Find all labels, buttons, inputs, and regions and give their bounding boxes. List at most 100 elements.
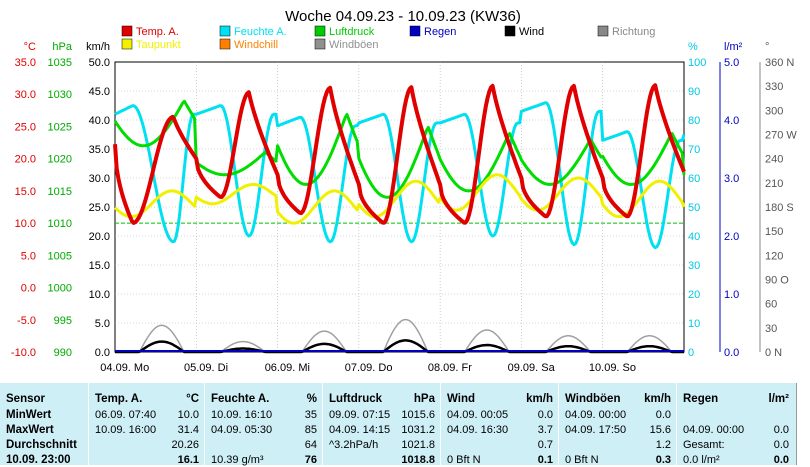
rain-header: Regen [683,393,719,405]
scrollbar-edge[interactable] [796,383,810,465]
axis-labels: 35.0 30.0 25.0 20.0 15.0 10.0 5.0 0.0 -5.0 -10.0 °… [11,41,797,359]
axis-tick-temp: 25.0 [15,121,36,133]
axis-tick-direction: 210 [765,178,783,190]
gust-avg-value: 1.2 [655,439,671,451]
wind-max-time: 04.09. 16:30 [447,424,509,436]
pressure-min-value: 1015.6 [401,409,435,421]
axis-tick-pressure: 990 [54,347,72,359]
axis-tick-direction: 60 [765,299,777,311]
axis-tick-direction: 150 [765,226,783,238]
axis-tick-temp: 30.0 [15,89,36,101]
axis-tick-wind: 10.0 [89,289,110,301]
axis-unit-temp: °C [24,41,36,53]
gust-min-time: 04.09. 00:00 [565,409,627,421]
x-tick-label: 07.09. Do [345,362,393,374]
axis-tick-rain: 5.0 [724,57,739,69]
rain-unit: l/m² [768,393,789,405]
wind-avg-value: 0.7 [537,439,553,451]
temp-max-value: 31.4 [177,424,199,436]
axis-tick-direction: 300 [765,105,783,117]
temp-min-value: 10.0 [177,409,199,421]
gust-column: Windböen km/h 04.09. 00:00 0.0 04.09. 17… [558,383,677,466]
legend-swatch [121,38,133,50]
rain-max-value: 0.0 [773,424,789,436]
axis-tick-direction: 360 N [765,57,794,69]
plot-area [113,61,686,354]
humidity-min-time: 10.09. 16:10 [211,409,273,421]
gust-current-value: 0.3 [655,454,671,466]
humidity-column: Feuchte A. % 10.09. 16:10 35 04.09. 05:3… [204,383,323,466]
axis-tick-pressure: 1000 [48,283,72,295]
axis-tick-temp: 15.0 [15,186,36,198]
legend-label: Windböen [329,39,379,51]
legend-label: Regen [424,26,456,38]
axis-unit-pressure: hPa [52,41,72,53]
axis-tick-rain: 4.0 [724,115,739,127]
temp-current-value: 16.1 [177,454,199,466]
stats-table: Sensor MinWert MaxWert Durchschnitt 10.0… [0,383,810,466]
wind-current-bft: 0 Bft N [447,454,481,466]
sensor-column: Sensor MinWert MaxWert Durchschnitt 10.0… [0,383,88,466]
gust-unit: km/h [644,393,671,405]
axis-tick-rain: 1.0 [724,289,739,301]
rain-total-label: Gesamt: [683,439,725,451]
wind-header: Wind [447,393,475,405]
humidity-header: Feuchte A. [211,393,270,405]
axis-tick-humidity: 80 [688,115,700,127]
axis-tick-pressure: 1005 [48,250,72,262]
axis-tick-humidity: 0 [688,347,694,359]
axis-tick-wind: 40.0 [89,115,110,127]
x-tick-label: 08.09. Fr [428,362,472,374]
pressure-avg-value: 1021.8 [401,439,435,451]
axis-tick-humidity: 90 [688,86,700,98]
legend: Temp. A. Feuchte A. Luftdruck Regen Wind Rich… [121,25,655,51]
gust-min-value: 0.0 [655,409,671,421]
axis-tick-temp: 10.0 [15,218,36,230]
axis-tick-temp: 20.0 [15,154,36,166]
gust-max-value: 15.6 [649,424,671,436]
humidity-max-value: 85 [304,424,317,436]
axis-tick-direction: 240 [765,154,783,166]
legend-swatch [314,38,326,50]
humidity-avg-value: 64 [304,439,317,451]
temp-avg-value: 20.26 [171,439,199,451]
axis-tick-pressure: 1030 [48,89,72,101]
axis-tick-humidity: 50 [688,202,700,214]
legend-swatch [121,25,133,37]
legend-label: Taupunkt [136,39,181,51]
chart-title: Woche 04.09.23 - 10.09.23 (KW36) [285,8,521,25]
axis-tick-wind: 45.0 [89,86,110,98]
axis-tick-direction: 330 [765,81,783,93]
axis-tick-temp: -5.0 [17,315,36,327]
legend-label: Temp. A. [136,26,179,38]
legend-label: Windchill [234,39,278,51]
humidity-max-time: 04.09. 05:30 [211,424,273,436]
axis-tick-direction: 120 [765,250,783,262]
axis-tick-wind: 35.0 [89,144,110,156]
axis-tick-rain: 2.0 [724,231,739,243]
wind-min-value: 0.0 [537,409,553,421]
axis-unit-wind: km/h [86,41,110,53]
wind-current-value: 0.1 [537,454,553,466]
axis-tick-direction: 90 O [765,275,789,287]
pressure-trend: ^3.2hPa/h [329,439,379,451]
row-label-min: MinWert [6,409,52,421]
x-tick-label: 10.09. So [589,362,636,374]
axis-tick-rain: 3.0 [724,173,739,185]
rain-max-time: 04.09. 00:00 [683,424,745,436]
legend-label: Luftdruck [329,26,375,38]
axis-tick-wind: 30.0 [89,173,110,185]
pressure-header: Luftdruck [329,393,383,405]
axis-tick-humidity: 60 [688,173,700,185]
rain-current-value: 0.0 [773,454,789,466]
humidity-current-value: 76 [304,454,317,466]
row-label-avg: Durchschnitt [6,439,77,451]
axis-tick-temp: -10.0 [11,347,36,359]
axis-tick-pressure: 1025 [48,121,72,133]
legend-swatch [314,25,326,37]
axis-tick-temp: 0.0 [21,283,36,295]
x-tick-label: 09.09. Sa [508,362,556,374]
axis-unit-humidity: % [688,41,698,53]
axis-tick-wind: 5.0 [95,318,110,330]
wind-unit: km/h [526,393,553,405]
